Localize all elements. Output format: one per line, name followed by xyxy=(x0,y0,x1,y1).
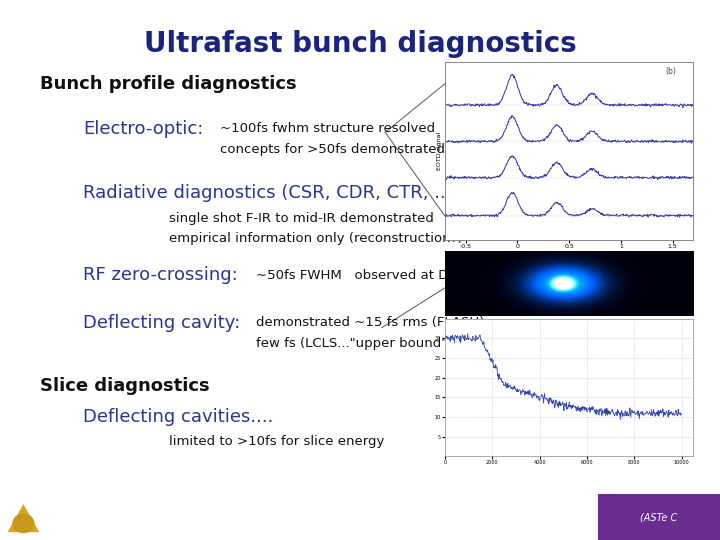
Text: Time [ps]: Time [ps] xyxy=(554,269,584,274)
Text: RF zero-crossing:: RF zero-crossing: xyxy=(83,266,238,285)
Text: ~100fs fwhm structure resolved: ~100fs fwhm structure resolved xyxy=(220,122,435,135)
Text: Science & Technology: Science & Technology xyxy=(59,512,128,517)
Text: Bunch profile diagnostics: Bunch profile diagnostics xyxy=(40,75,296,93)
Text: Slice diagnostics: Slice diagnostics xyxy=(40,376,210,395)
Text: single shot F-IR to mid-IR demonstrated: single shot F-IR to mid-IR demonstrated xyxy=(169,212,434,225)
Text: concepts for >50fs demonstrated: concepts for >50fs demonstrated xyxy=(220,143,445,156)
Text: limited to >10fs for slice energy: limited to >10fs for slice energy xyxy=(169,435,384,448)
Text: empirical information only (reconstruction?): empirical information only (reconstructi… xyxy=(169,232,463,245)
Circle shape xyxy=(12,514,35,533)
Text: demonstrated ~15 fs rms (FLASH): demonstrated ~15 fs rms (FLASH) xyxy=(256,316,484,329)
Text: Deflecting cavity:: Deflecting cavity: xyxy=(83,314,240,332)
Text: (b): (b) xyxy=(665,68,676,77)
Text: (ASTe C: (ASTe C xyxy=(640,512,678,522)
Text: Deflecting cavities....: Deflecting cavities.... xyxy=(83,408,273,426)
Text: few fs (LCLS..."upper bound"): few fs (LCLS..."upper bound") xyxy=(256,338,452,350)
Text: Radiative diagnostics (CSR, CDR, CTR, ...): Radiative diagnostics (CSR, CDR, CTR, ..… xyxy=(83,184,459,202)
Text: Ultrafast bunch diagnostics: Ultrafast bunch diagnostics xyxy=(143,30,577,58)
Text: Electro-optic:: Electro-optic: xyxy=(83,119,203,138)
Text: ~50fs FWHM   observed at DUVFEL: ~50fs FWHM observed at DUVFEL xyxy=(256,269,490,282)
FancyBboxPatch shape xyxy=(598,494,720,540)
Polygon shape xyxy=(7,504,39,532)
Text: S.P. Jamison / ICFA deflecting cavity workshop, Daresbury UK, Sept 2010: S.P. Jamison / ICFA deflecting cavity wo… xyxy=(171,512,549,522)
Text: Facilities Council: Facilities Council xyxy=(68,526,120,531)
Y-axis label: EOTD signal: EOTD signal xyxy=(437,132,442,170)
